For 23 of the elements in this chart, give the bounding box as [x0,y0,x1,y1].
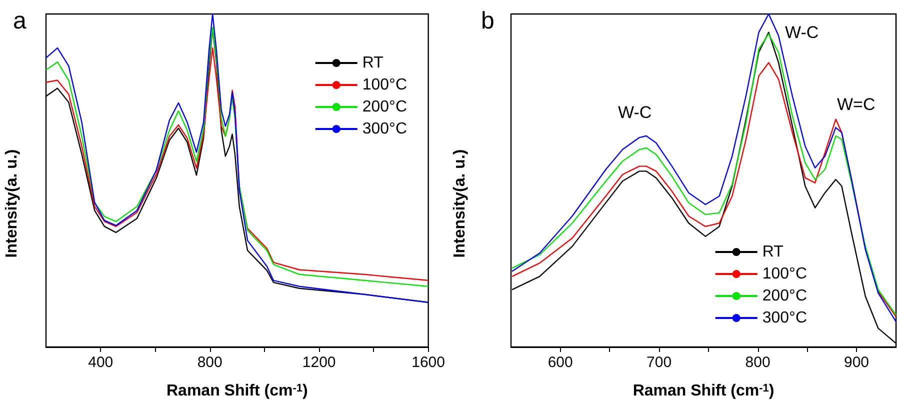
legend-label: 200°C [362,98,408,116]
y-axis-title: Intensity(a. u.) [4,149,20,258]
x-tick-label: 800 [745,354,770,371]
annotation: W-C [785,23,819,42]
x-tick-label: 1600 [412,354,446,371]
x-tick-label: 800 [197,354,222,371]
chart-title: b [481,8,494,34]
x-tick-label: 400 [88,354,114,371]
y-axis-title: Intensity(a. u.) [452,149,468,258]
annotation: W=C [837,95,876,114]
legend-label: 300°C [762,310,808,326]
annotation: W-C [618,103,652,122]
legend-label: 200°C [762,288,808,304]
legend-label: RT [362,54,384,72]
x-tick-label: 1200 [302,354,336,371]
x-tick-label: 900 [844,354,870,371]
legend-label: 100°C [362,76,408,94]
legend-label: 300°C [362,120,408,138]
x-tick-label: 700 [646,354,672,371]
x-tick-label: 600 [548,354,573,371]
legend-label: 100°C [762,266,808,282]
legend-label: RT [762,244,784,260]
chart-title: a [13,8,27,34]
